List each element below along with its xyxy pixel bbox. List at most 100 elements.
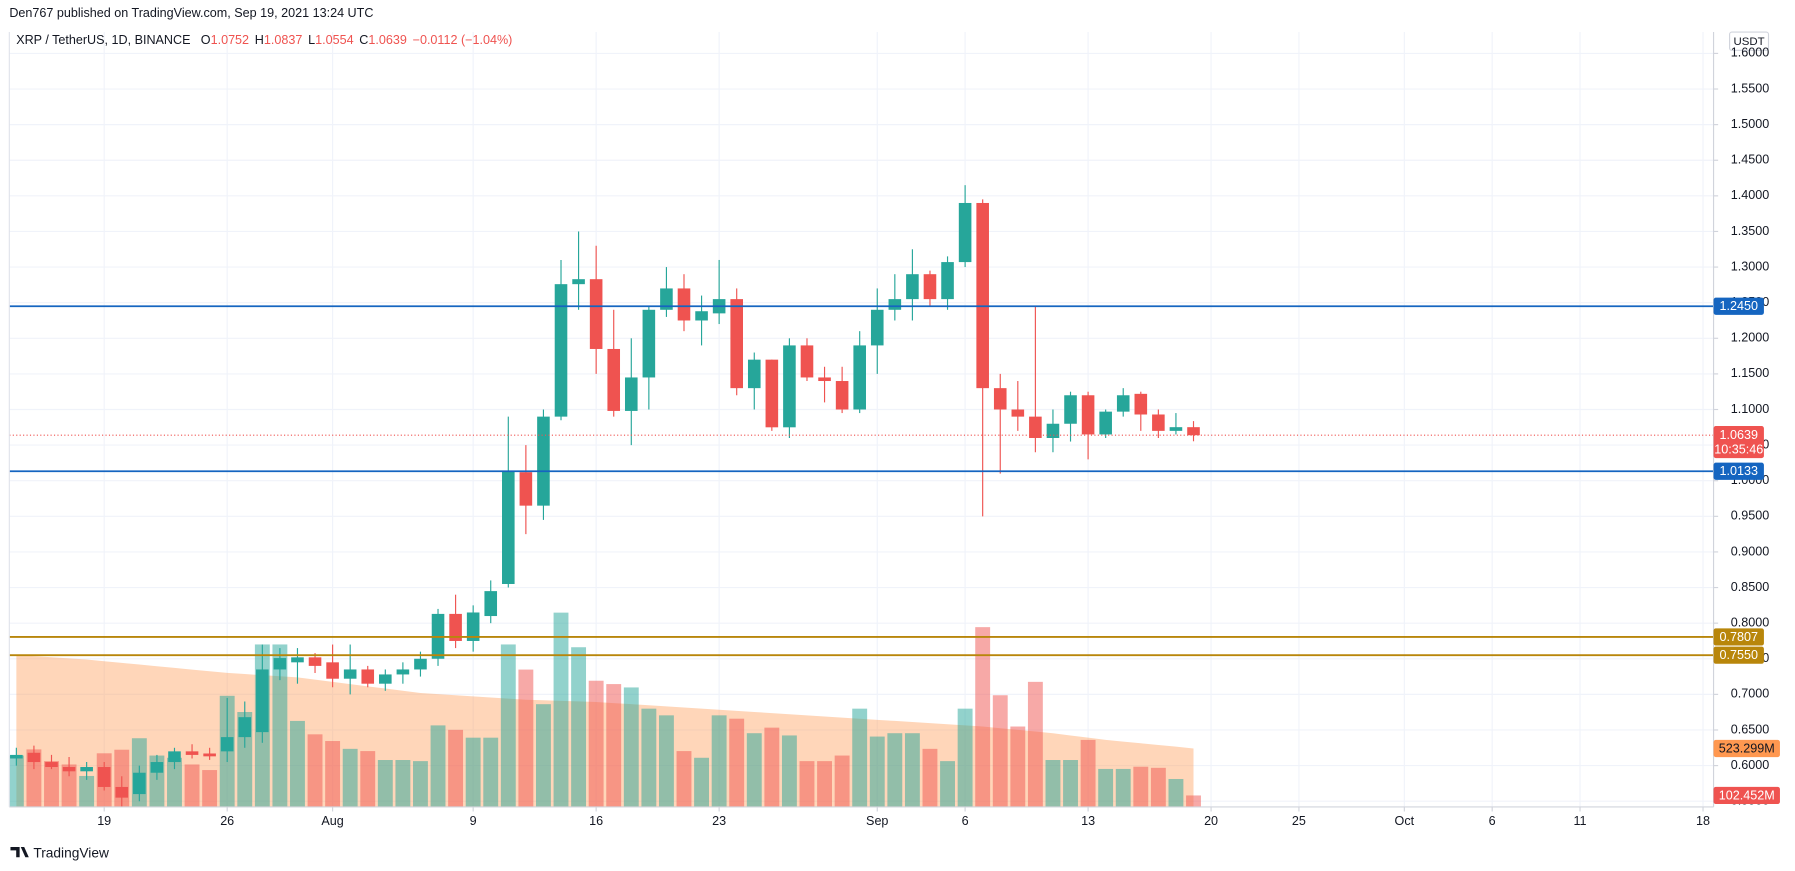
volume-bar bbox=[184, 764, 200, 807]
x-tick-label: 16 bbox=[589, 814, 603, 828]
level-badge bbox=[1713, 646, 1764, 664]
candle-body bbox=[642, 309, 656, 378]
candle-body bbox=[923, 274, 937, 300]
candle-body bbox=[976, 202, 989, 389]
legend-ohlc-value: 1.0639 bbox=[368, 34, 406, 48]
level-label: 0.7807 bbox=[1719, 630, 1757, 644]
volume-bar bbox=[992, 695, 1008, 807]
volume-bar bbox=[1010, 726, 1026, 807]
y-tick-label: 1.6000 bbox=[1731, 46, 1769, 60]
volume-bar bbox=[641, 708, 657, 807]
volume-bar bbox=[413, 761, 428, 807]
x-tick-label: 11 bbox=[1574, 814, 1587, 828]
volume-bar bbox=[483, 737, 499, 807]
volume-bar bbox=[465, 737, 481, 807]
x-tick-label: 6 bbox=[1489, 814, 1496, 828]
candle-body bbox=[484, 591, 498, 617]
candle-body bbox=[1169, 427, 1183, 431]
volume-bar bbox=[623, 687, 639, 807]
y-tick-label: 0.8000 bbox=[1731, 615, 1769, 629]
volume-bar bbox=[676, 751, 692, 807]
candle-body bbox=[554, 284, 568, 417]
candle-body bbox=[220, 737, 234, 752]
candle-body bbox=[291, 657, 304, 663]
x-tick-label: Oct bbox=[1395, 814, 1415, 828]
currency-badge[interactable] bbox=[1729, 31, 1770, 51]
x-tick-label: 18 bbox=[1696, 814, 1710, 828]
level-label: 0.7550 bbox=[1719, 648, 1757, 662]
legend-ohlc-value: 1.0837 bbox=[264, 34, 302, 48]
y-tick-label: 1.1500 bbox=[1731, 366, 1769, 380]
y-tick-label: 0.6000 bbox=[1731, 758, 1769, 772]
legend-ohlc-value: 1.0752 bbox=[211, 34, 249, 48]
candle-body bbox=[660, 288, 673, 310]
volume-bar bbox=[360, 751, 376, 807]
candle-body bbox=[835, 381, 849, 410]
candle-body bbox=[958, 202, 972, 263]
volume-bar bbox=[571, 647, 587, 807]
candle-body bbox=[537, 416, 550, 506]
candle-body bbox=[343, 669, 357, 679]
candle-body bbox=[1081, 395, 1095, 435]
candle-body bbox=[1187, 427, 1200, 436]
publisher-note: Den767 published on TradingView.com, Sep… bbox=[9, 6, 373, 20]
volume-bar bbox=[377, 760, 393, 807]
volume-bar bbox=[940, 761, 955, 807]
volume-bar bbox=[922, 748, 938, 807]
candle-body bbox=[308, 657, 322, 666]
volume-bar bbox=[694, 757, 710, 807]
volume-bar bbox=[1080, 739, 1096, 807]
candle-body bbox=[730, 299, 743, 389]
candle-body bbox=[1152, 414, 1165, 431]
legend-symbol: XRP / TetherUS, 1D, BINANCE bbox=[16, 34, 190, 48]
volume-bar bbox=[430, 725, 446, 807]
volume-bar bbox=[518, 669, 534, 807]
candle-body bbox=[238, 717, 252, 738]
volume-bar bbox=[395, 760, 411, 807]
legend-ohlc-letter: O bbox=[201, 34, 211, 48]
volume-bar bbox=[290, 720, 305, 807]
volume-bar bbox=[887, 733, 903, 807]
y-tick-label: 1.5000 bbox=[1731, 117, 1769, 131]
y-tick-label: 0.9500 bbox=[1731, 509, 1769, 523]
x-tick-label: Aug bbox=[321, 814, 343, 828]
x-tick-label: 6 bbox=[962, 814, 969, 828]
candle-body bbox=[870, 309, 884, 346]
candle-body bbox=[10, 754, 23, 759]
volume-bar bbox=[588, 680, 604, 807]
candle-body bbox=[783, 345, 796, 428]
x-tick-label: 26 bbox=[220, 814, 234, 828]
candle-body bbox=[414, 658, 427, 670]
legend: XRP / TetherUS, 1D, BINANCE O1.0752 H1.083… bbox=[16, 34, 512, 48]
volume-bar bbox=[26, 749, 42, 807]
countdown-label: 10:35:46 bbox=[1714, 442, 1763, 456]
candle-body bbox=[1064, 395, 1077, 424]
y-tick-label: 1.5500 bbox=[1731, 81, 1769, 95]
currency-label: USDT bbox=[1733, 36, 1764, 48]
candle-body bbox=[1011, 409, 1025, 417]
volume-bar bbox=[553, 612, 569, 807]
y-tick-label: 1.1000 bbox=[1731, 402, 1769, 416]
level-badge bbox=[1713, 297, 1764, 315]
y-tick-label: 0.7000 bbox=[1731, 687, 1769, 701]
candle-body bbox=[572, 279, 585, 285]
candle-body bbox=[993, 388, 1007, 410]
volume-bar bbox=[869, 736, 885, 807]
volume-bar bbox=[711, 715, 727, 807]
volume-last-label: 102.452M bbox=[1719, 788, 1775, 802]
x-tick-label: 9 bbox=[470, 814, 477, 828]
x-tick-label: 19 bbox=[97, 814, 111, 828]
candle-body bbox=[1134, 393, 1148, 415]
y-tick-label: 1.3000 bbox=[1731, 259, 1769, 273]
candle-body bbox=[62, 767, 76, 772]
volume-bar bbox=[44, 761, 59, 807]
last-price-badge bbox=[1713, 426, 1764, 459]
candle-body bbox=[133, 772, 146, 795]
volume-bar bbox=[781, 735, 797, 807]
candle-body bbox=[256, 669, 269, 733]
level-label: 1.0133 bbox=[1719, 464, 1757, 478]
brand-name: TradingView bbox=[33, 845, 109, 860]
x-tick-label: 20 bbox=[1204, 814, 1218, 828]
